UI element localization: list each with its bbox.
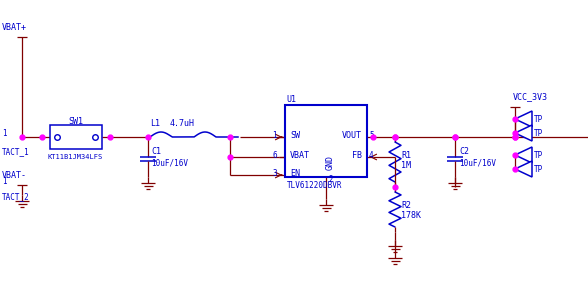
Text: TP: TP [534,164,543,174]
Polygon shape [515,147,532,163]
Text: VBAT+: VBAT+ [2,23,27,32]
Text: TACT_2: TACT_2 [2,192,30,201]
Text: VBAT-: VBAT- [2,170,27,180]
Text: 10uF/16V: 10uF/16V [151,158,188,168]
Text: 1: 1 [2,129,6,139]
Text: L1: L1 [150,119,160,127]
Text: SW1: SW1 [68,117,83,125]
Text: R1: R1 [401,150,411,160]
Text: 10uF/16V: 10uF/16V [459,158,496,168]
Text: 1: 1 [2,178,6,186]
Text: 3: 3 [272,168,277,178]
Text: C1: C1 [151,146,161,156]
Text: VCC_3V3: VCC_3V3 [513,93,548,101]
Text: VOUT: VOUT [342,131,362,139]
Text: GND: GND [326,154,335,170]
Bar [50,125,102,149]
Polygon shape [515,161,532,177]
Text: KT11B1JM34LFS: KT11B1JM34LFS [48,154,103,160]
Text: 4: 4 [369,150,373,160]
Text: C2: C2 [459,146,469,156]
Text: EN: EN [290,168,300,178]
Text: TACT_1: TACT_1 [2,148,30,156]
Text: 2: 2 [328,176,333,184]
Text: 178K: 178K [401,211,421,219]
Text: TP: TP [534,115,543,123]
Text: TP: TP [534,150,543,160]
Polygon shape [515,111,532,127]
Text: R2: R2 [401,201,411,209]
Text: SW: SW [290,131,300,139]
Text: U1: U1 [286,95,296,105]
Text: 1M: 1M [401,160,411,170]
Text: TLV61220DBVR: TLV61220DBVR [287,180,342,190]
Polygon shape [515,125,532,141]
Text: FB: FB [352,150,362,160]
Text: 5: 5 [369,131,373,139]
Text: TP: TP [534,129,543,137]
Text: 4.7uH: 4.7uH [170,119,195,127]
Text: VBAT: VBAT [290,150,310,160]
Bar [285,105,367,177]
Text: 6: 6 [272,150,277,160]
Text: 1: 1 [272,131,277,139]
